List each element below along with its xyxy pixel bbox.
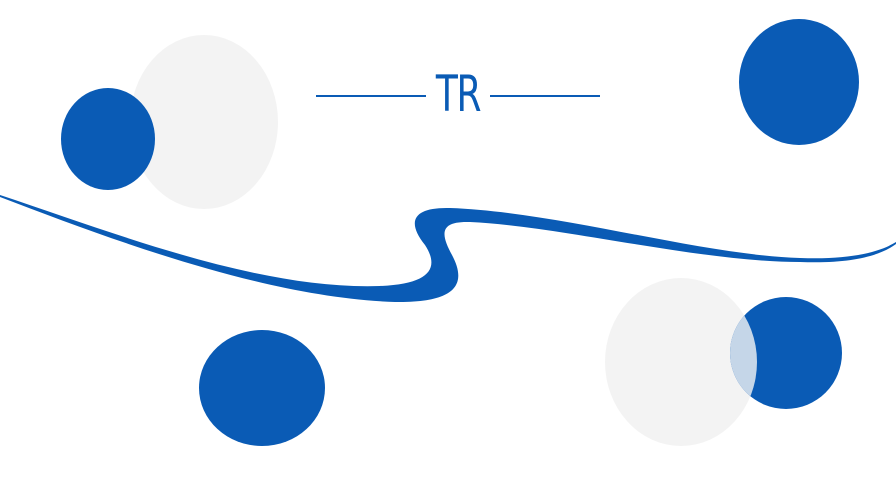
- wave-ribbon: [0, 195, 896, 303]
- blue-circle-top-right: [739, 19, 859, 145]
- gray-circle-bottom-right: [605, 278, 757, 446]
- logo-rule-right: [490, 95, 600, 97]
- gray-circle-top-left: [130, 35, 278, 209]
- blue-circle-bottom-left: [199, 330, 325, 446]
- logo-text: TR: [435, 65, 482, 123]
- blue-circle-bottom-right: [730, 297, 842, 409]
- blue-circle-top-left: [61, 88, 155, 190]
- logo-mark: TR: [316, 62, 600, 126]
- logo-rule-left: [316, 95, 426, 97]
